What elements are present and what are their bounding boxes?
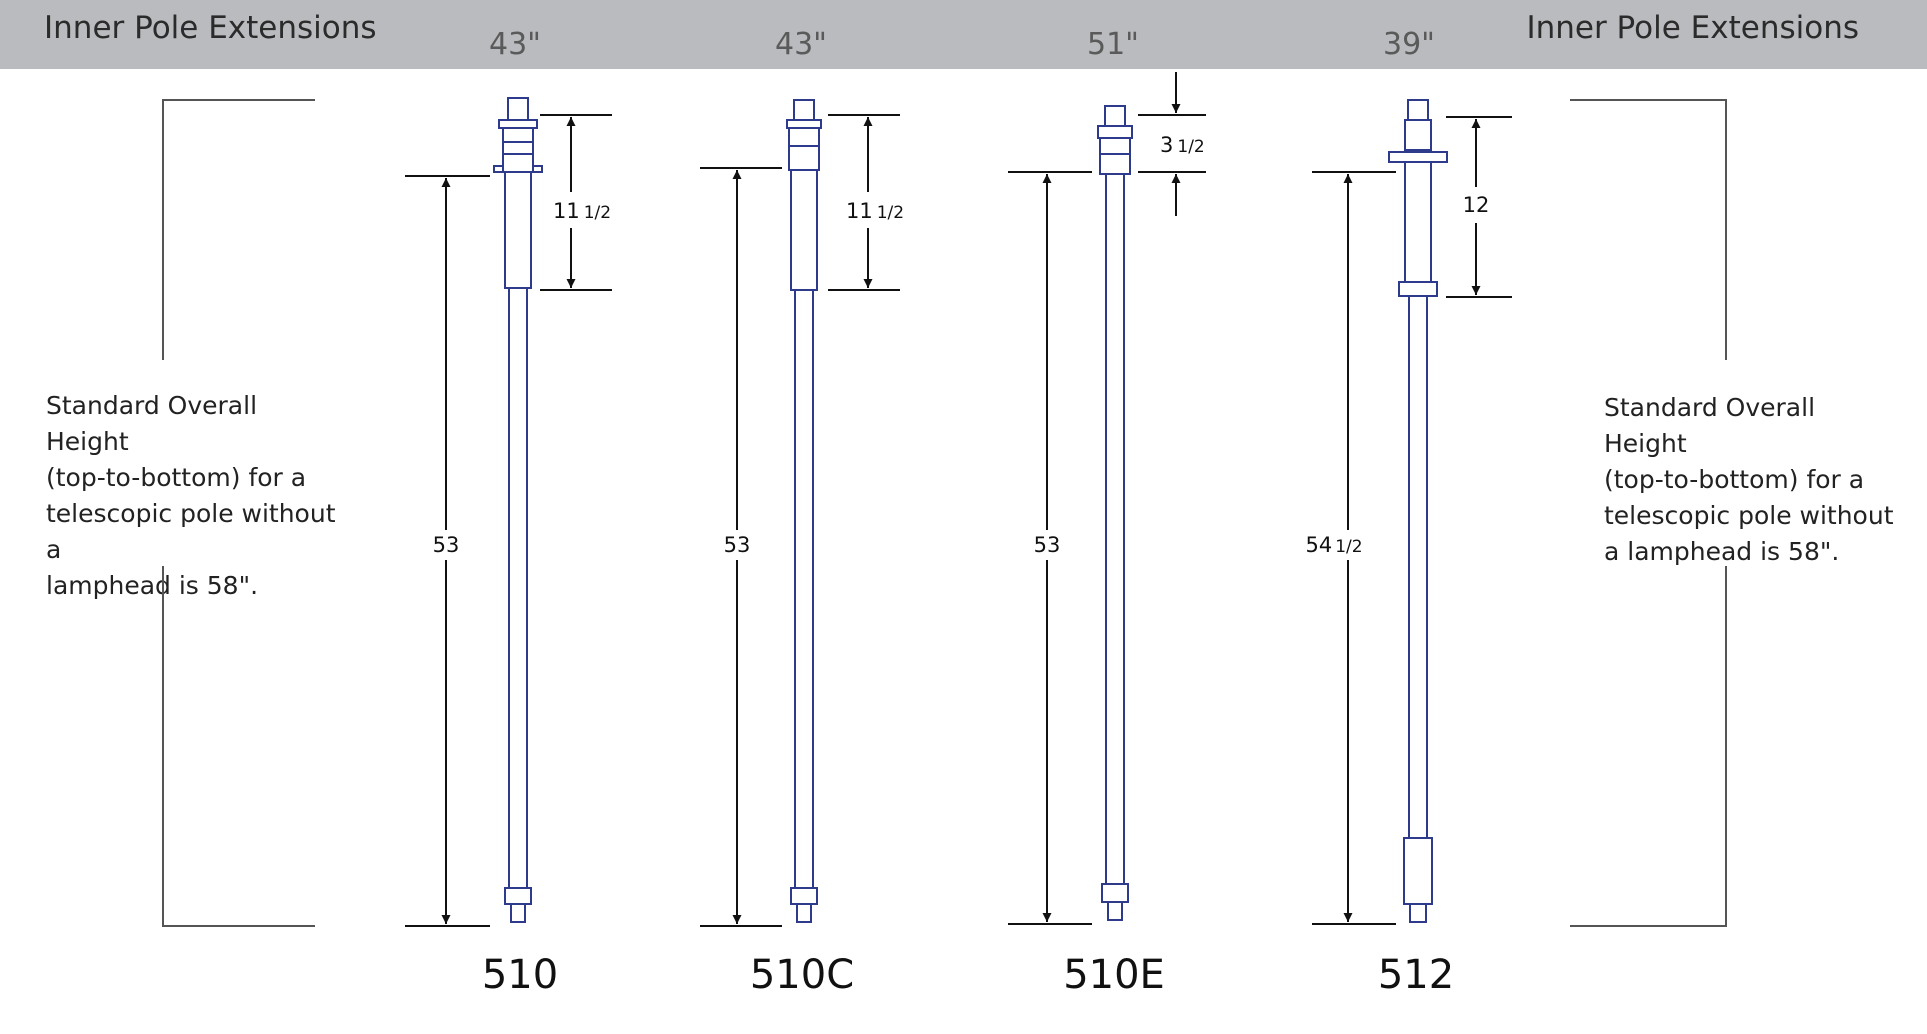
dim-fraction: 1/2 bbox=[1335, 537, 1362, 557]
dim-label-top-510e: 3 1/2 bbox=[1160, 133, 1205, 157]
pole-512 bbox=[1388, 99, 1448, 923]
dim-value: 3 bbox=[1160, 133, 1173, 157]
length-label-510e: 51" bbox=[1087, 27, 1139, 62]
dim-label-overall-510e: 53 bbox=[1034, 533, 1061, 557]
dim-value: 54 bbox=[1305, 533, 1332, 557]
dim-fraction: 1/2 bbox=[877, 203, 904, 223]
dim-value: 53 bbox=[724, 533, 751, 557]
note-right-line: (top-to-bottom) for a bbox=[1604, 465, 1865, 494]
dimension-overall-510e bbox=[1008, 171, 1092, 925]
dim-label-overall-510c: 53 bbox=[724, 533, 751, 557]
note-left-line: (top-to-bottom) for a bbox=[46, 463, 307, 492]
model-label-510e: 510E bbox=[1063, 952, 1165, 998]
dim-fraction: 1/2 bbox=[584, 203, 611, 223]
note-right-line: Standard Overall Height bbox=[1604, 393, 1816, 458]
dimension-overall-510c bbox=[700, 167, 782, 927]
pole-510c bbox=[786, 99, 822, 923]
dim-label-overall-510: 53 bbox=[433, 533, 460, 557]
dimension-overall-510 bbox=[405, 175, 490, 927]
note-left-line: Standard Overall Height bbox=[46, 391, 258, 456]
dim-label-top-510: 11 1/2 bbox=[553, 199, 611, 223]
header-title-left: Inner Pole Extensions bbox=[44, 10, 377, 46]
dimension-top-512 bbox=[1446, 116, 1512, 298]
dimension-top-510c bbox=[828, 114, 900, 291]
length-label-510c: 43" bbox=[775, 27, 827, 62]
pole-510e bbox=[1097, 105, 1133, 921]
dim-label-top-510c: 11 1/2 bbox=[846, 199, 904, 223]
dim-fraction: 1/2 bbox=[1177, 137, 1204, 157]
note-right: Standard Overall Height (top-to-bottom) … bbox=[1604, 390, 1904, 570]
pole-510 bbox=[493, 97, 543, 923]
dim-value: 11 bbox=[553, 199, 580, 223]
model-label-510: 510 bbox=[481, 952, 559, 998]
length-label-510: 43" bbox=[489, 27, 541, 62]
dim-value: 11 bbox=[846, 199, 873, 223]
note-right-line: telescopic pole without bbox=[1604, 501, 1894, 530]
bracket-left bbox=[162, 99, 315, 927]
dimension-overall-512 bbox=[1312, 171, 1396, 925]
note-left-line: lamphead is 58". bbox=[46, 571, 259, 600]
dim-value: 12 bbox=[1463, 193, 1490, 217]
dimension-top-510 bbox=[540, 114, 612, 291]
header-bar bbox=[0, 0, 1927, 69]
header-title-right: Inner Pole Extensions bbox=[1526, 10, 1859, 46]
note-left-line: telescopic pole without a bbox=[46, 499, 336, 564]
model-label-510c: 510C bbox=[749, 952, 855, 998]
dimension-top-510e bbox=[1138, 72, 1206, 216]
note-right-line: a lamphead is 58". bbox=[1604, 537, 1840, 566]
dim-value: 53 bbox=[1034, 533, 1061, 557]
bracket-right bbox=[1570, 99, 1727, 927]
length-label-512: 39" bbox=[1383, 27, 1435, 62]
dim-label-overall-512: 54 1/2 bbox=[1305, 533, 1362, 557]
note-left: Standard Overall Height (top-to-bottom) … bbox=[46, 388, 346, 604]
model-label-512: 512 bbox=[1377, 952, 1455, 998]
dim-label-top-512: 12 bbox=[1463, 193, 1490, 217]
dim-value: 53 bbox=[433, 533, 460, 557]
